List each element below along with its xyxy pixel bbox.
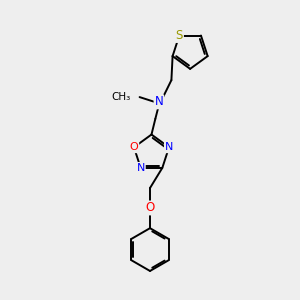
Text: N: N [165, 142, 173, 152]
Text: N: N [154, 95, 163, 108]
Text: O: O [130, 142, 138, 152]
Text: O: O [146, 202, 154, 214]
Text: S: S [176, 29, 183, 42]
Text: CH₃: CH₃ [111, 92, 131, 102]
Text: N: N [136, 163, 145, 173]
